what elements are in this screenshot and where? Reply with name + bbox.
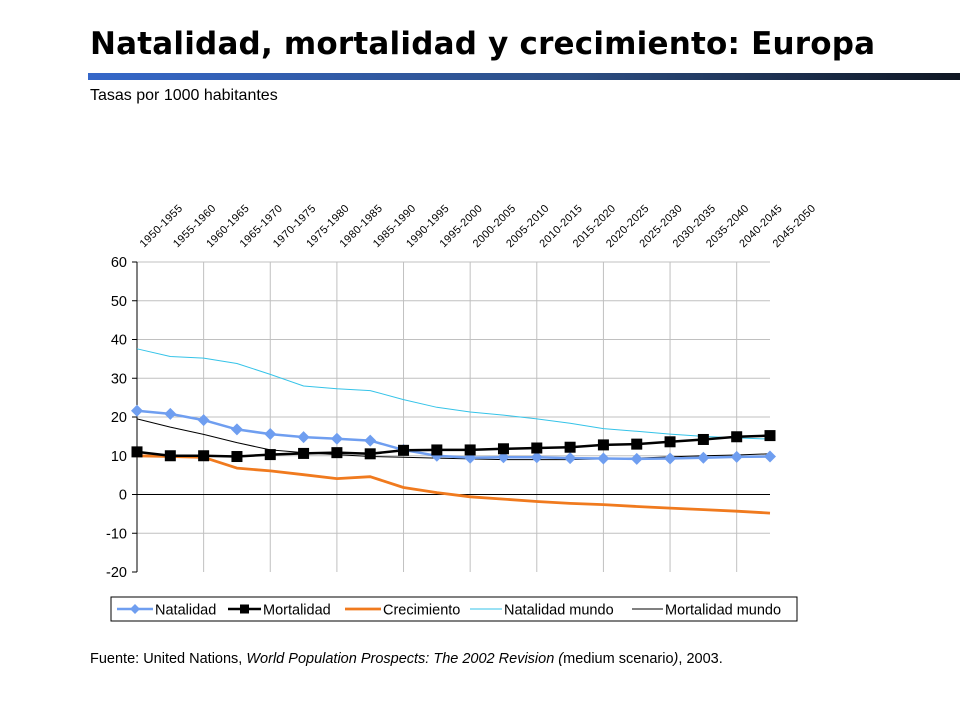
data-point-mortalidad <box>764 430 776 442</box>
chart-subtitle: Tasas por 1000 habitantes <box>90 87 278 104</box>
source-scenario: medium scenario <box>563 651 674 667</box>
legend-marker <box>240 604 249 614</box>
source-paren: ) <box>673 651 679 667</box>
data-point-mortalidad <box>664 436 676 448</box>
data-point-mortalidad <box>364 448 376 460</box>
data-point-mortalidad <box>731 431 743 443</box>
y-tick-label: -10 <box>106 526 127 542</box>
y-tick-label: 50 <box>111 294 127 310</box>
y-tick-label: 30 <box>111 371 127 387</box>
y-tick-label: 40 <box>111 333 127 349</box>
data-point-mortalidad <box>697 433 709 445</box>
source-prefix: Fuente: United Nations, <box>90 651 247 667</box>
legend-marker <box>130 604 140 614</box>
data-point-mortalidad <box>198 450 210 462</box>
legend-box <box>110 596 798 622</box>
series-line <box>136 418 771 461</box>
data-point-mortalidad <box>464 444 476 456</box>
data-point-natalidad <box>364 434 377 447</box>
data-point-natalidad <box>630 452 643 465</box>
y-tick-label: 0 <box>119 488 127 504</box>
data-point-mortalidad <box>131 446 143 458</box>
data-point-natalidad <box>597 452 610 465</box>
data-point-natalidad <box>131 404 143 417</box>
data-point-natalidad <box>564 452 577 465</box>
data-point-natalidad <box>764 450 776 463</box>
source-note: Fuente: United Nations, World Population… <box>90 651 723 667</box>
data-point-mortalidad <box>531 442 543 454</box>
data-point-mortalidad <box>264 449 276 461</box>
data-point-natalidad <box>164 407 177 420</box>
data-point-mortalidad <box>497 443 509 455</box>
data-point-natalidad <box>530 451 543 464</box>
data-point-mortalidad <box>331 447 343 459</box>
data-point-natalidad <box>330 432 343 445</box>
data-point-natalidad <box>664 452 677 465</box>
y-tick-label: 60 <box>111 255 127 271</box>
legend-label: Natalidad mundo <box>504 603 614 619</box>
data-point-mortalidad <box>597 439 609 451</box>
data-point-natalidad <box>697 451 710 464</box>
title-underline <box>88 73 960 80</box>
series-line <box>136 454 771 515</box>
legend-label: Crecimiento <box>383 603 460 619</box>
source-suffix: , 2003. <box>678 651 723 667</box>
series-line <box>136 434 771 458</box>
data-point-mortalidad <box>231 451 243 463</box>
legend-label: Mortalidad <box>263 603 331 619</box>
legend-label: Natalidad <box>155 603 216 619</box>
data-point-mortalidad <box>564 441 576 453</box>
data-point-mortalidad <box>431 444 443 456</box>
data-point-natalidad <box>497 451 510 464</box>
legend-label: Mortalidad mundo <box>665 603 781 619</box>
data-point-natalidad <box>230 423 243 436</box>
data-point-mortalidad <box>398 444 410 456</box>
data-point-mortalidad <box>298 447 310 459</box>
data-point-natalidad <box>264 428 277 441</box>
data-point-mortalidad <box>631 438 643 450</box>
series-line <box>136 348 771 440</box>
page-title: Natalidad, mortalidad y crecimiento: Eur… <box>90 26 876 62</box>
y-tick-label: 20 <box>111 410 127 426</box>
y-tick-label: -20 <box>106 565 127 581</box>
data-point-natalidad <box>297 431 310 444</box>
source-title: World Population Prospects: The 2002 Rev… <box>246 651 564 667</box>
data-point-mortalidad <box>164 450 176 462</box>
y-tick-label: 10 <box>111 449 127 465</box>
data-point-natalidad <box>730 450 743 463</box>
data-point-natalidad <box>197 414 210 427</box>
